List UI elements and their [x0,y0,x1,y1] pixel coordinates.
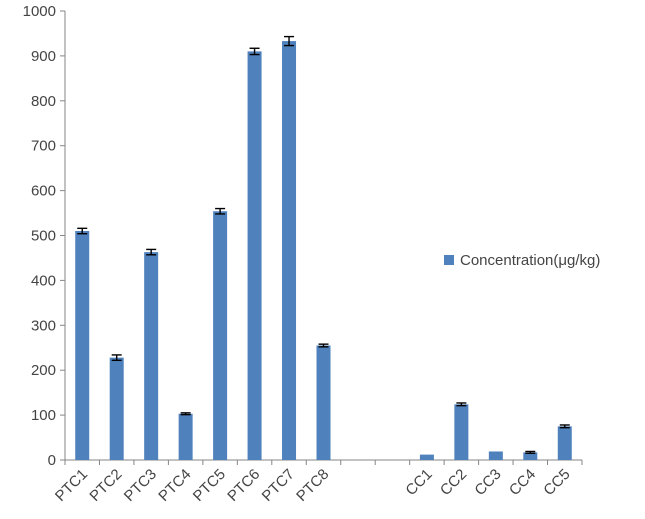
legend-label: Concentration(μg/kg) [460,252,600,269]
x-category-label: PTC6 [224,466,263,505]
x-category-label: PTC8 [293,466,332,505]
y-tick-label: 900 [31,48,56,65]
bar [419,454,434,460]
y-tick-label: 0 [48,452,56,469]
bar [75,231,90,460]
legend: Concentration(μg/kg) [444,252,600,269]
bar [247,51,262,460]
bar [454,404,469,460]
y-axis: 0 100 200 300 400 500 600 700 800 900 1000 [23,3,66,469]
bar [178,413,193,460]
y-tick-label: 500 [31,228,56,245]
legend-swatch [444,255,454,265]
y-tick-label: 200 [31,362,56,379]
bar [316,345,331,460]
bar [523,452,538,460]
y-tick-label: 100 [31,407,56,424]
x-category-label: CC2 [437,466,470,499]
bar [213,211,228,460]
bar [109,357,124,460]
x-category-label: CC1 [402,466,435,499]
x-category-label: PTC2 [86,466,125,505]
x-category-label: PTC1 [52,466,91,505]
y-tick-label: 400 [31,272,56,289]
bar [282,41,297,460]
x-category-label: CC4 [506,466,539,499]
x-category-label: CC3 [471,466,504,499]
bar [557,426,572,460]
x-category-label: CC5 [540,466,573,499]
y-tick-label: 800 [31,93,56,110]
x-category-label: PTC5 [190,466,229,505]
bar [144,252,159,460]
y-tick-label: 600 [31,183,56,200]
x-category-label: PTC3 [121,466,160,505]
y-tick-label: 300 [31,317,56,334]
x-category-label: PTC4 [155,466,194,505]
y-tick-label: 1000 [23,3,56,20]
x-category-label: PTC7 [259,466,298,505]
y-tick-label: 700 [31,138,56,155]
bar-series [75,35,572,460]
bar [488,451,503,460]
